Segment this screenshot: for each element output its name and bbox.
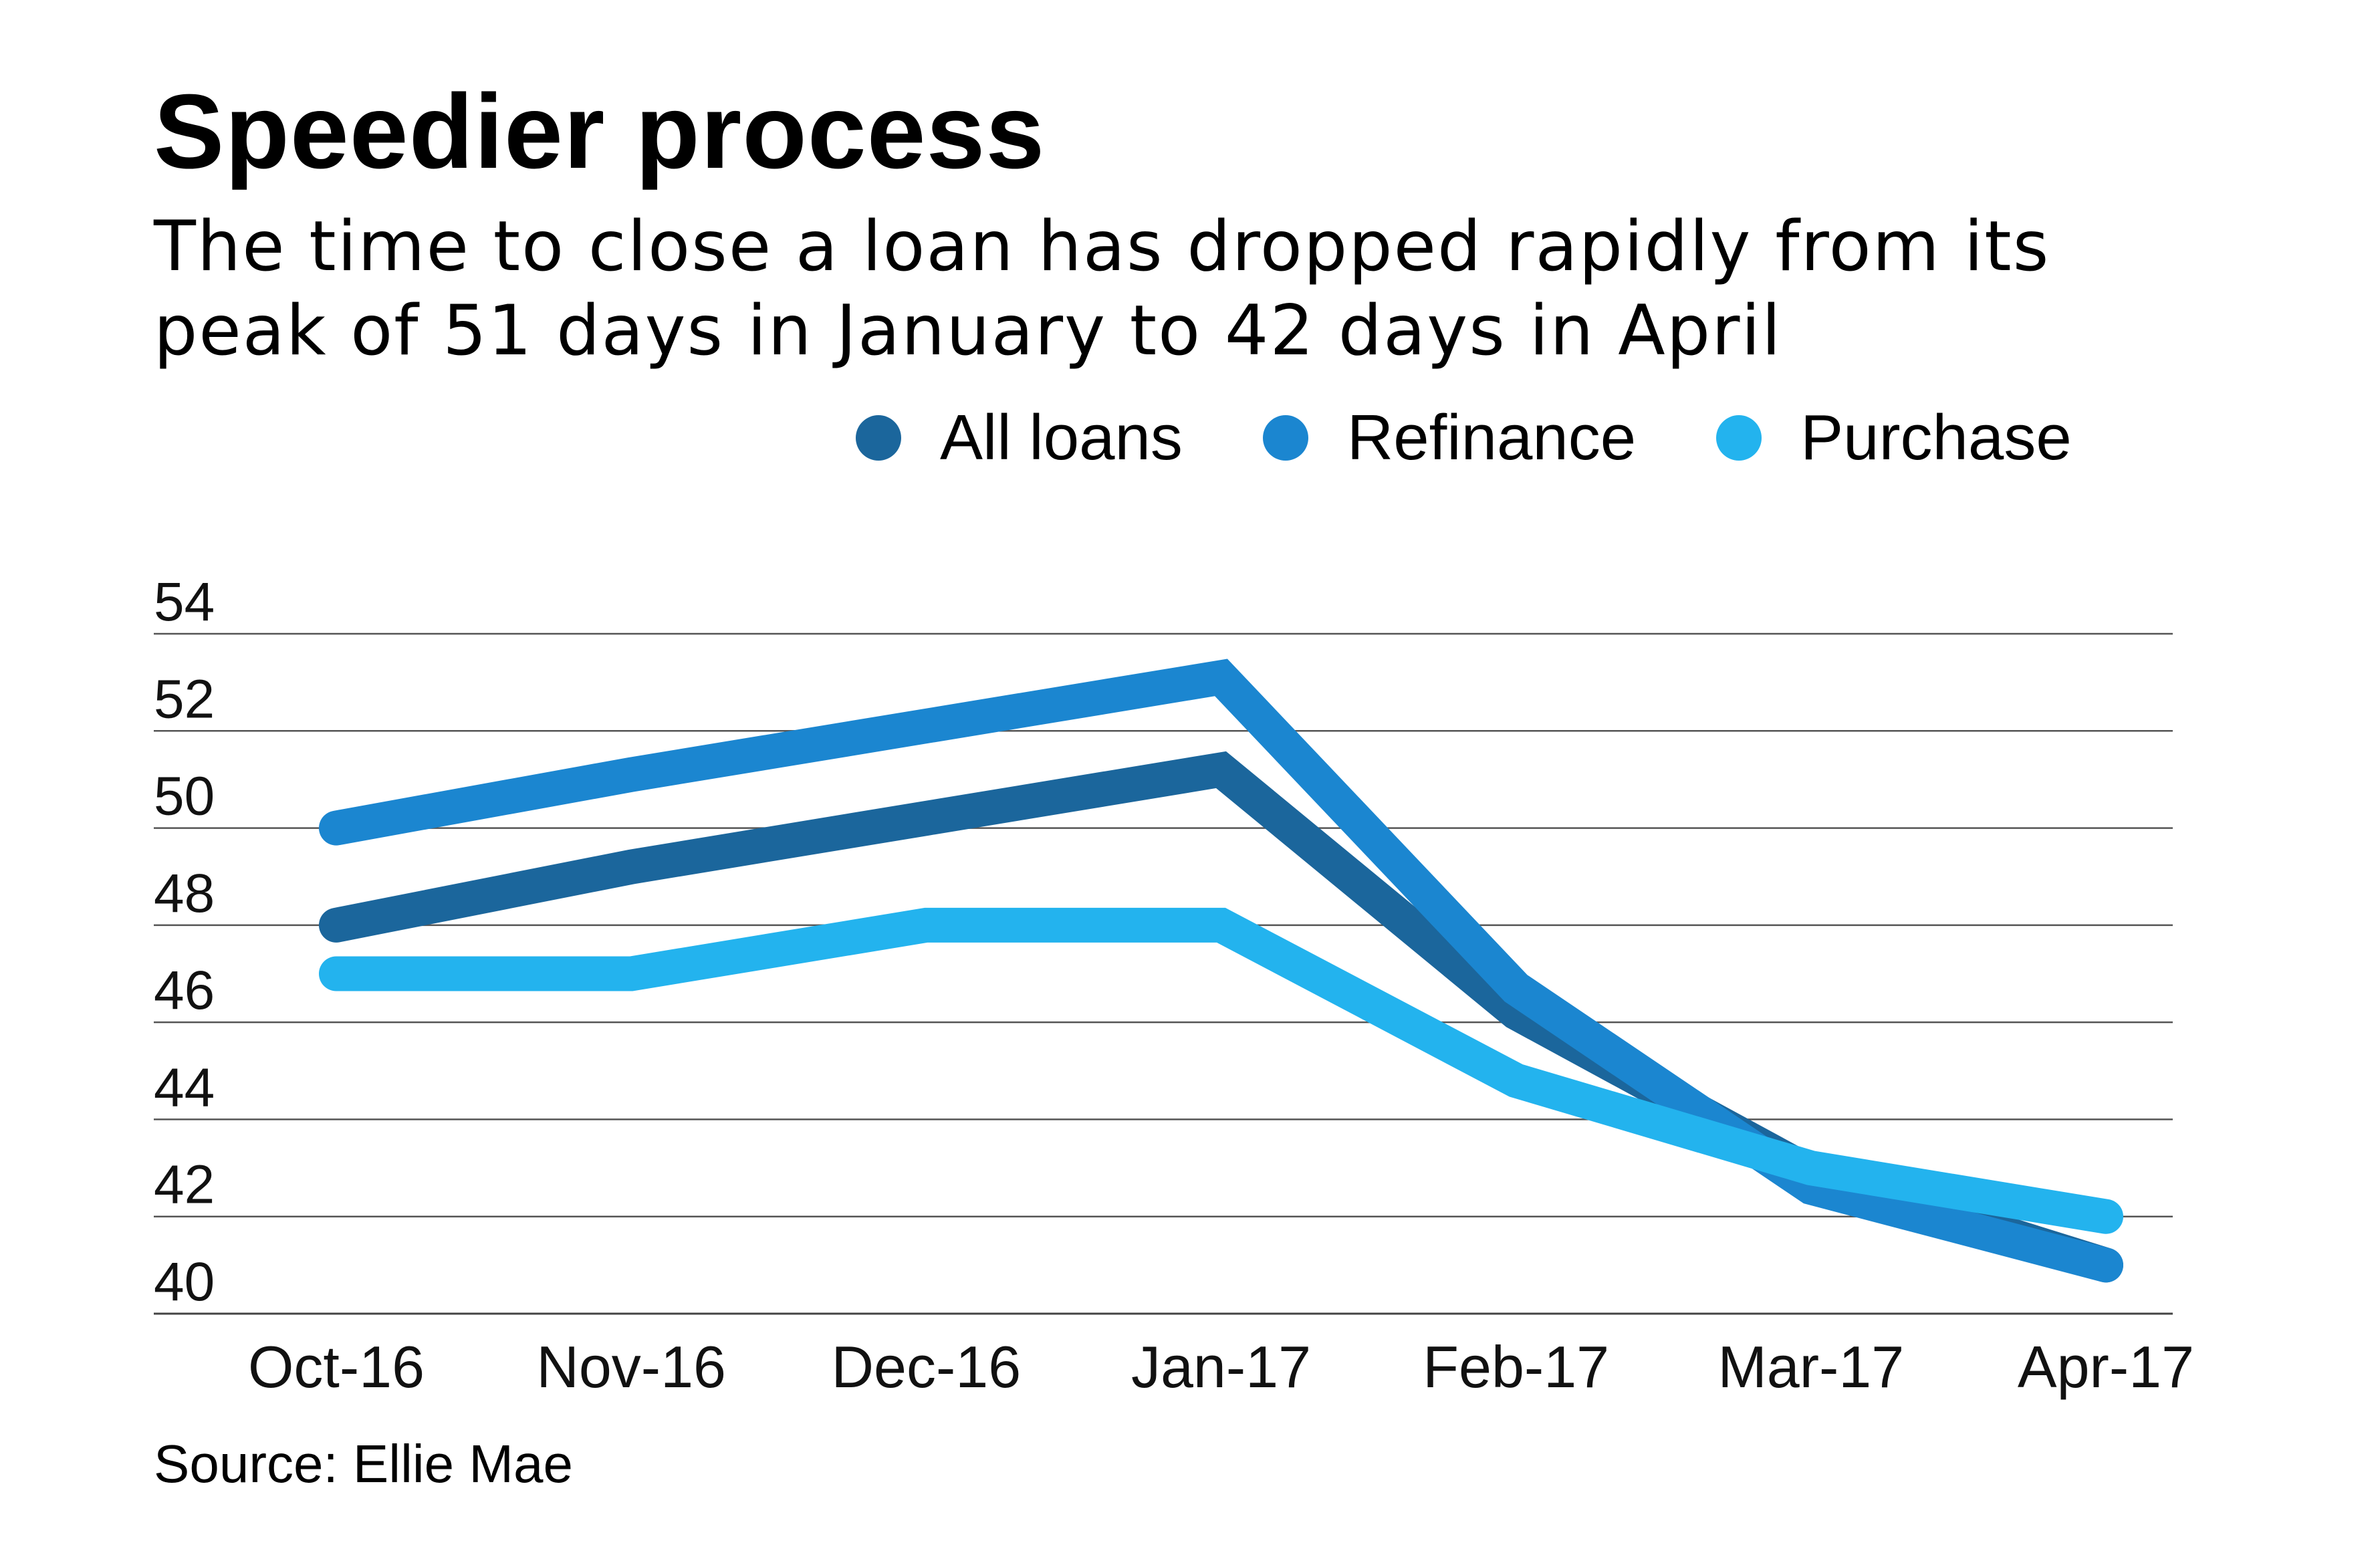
legend-swatch-refinance (1262, 415, 1308, 461)
x-tick-label: Oct-16 (248, 1334, 425, 1400)
x-axis-tick-labels: Oct-16 Nov-16 Dec-16 Jan-17 Feb-17 Mar-17 Apr-… (248, 1334, 2194, 1400)
legend-swatch-purchase (1716, 415, 1762, 461)
legend-label-purchase: Purchase (1800, 402, 2072, 473)
series-line-refinance (319, 659, 2123, 1283)
y-tick-label: 46 (154, 960, 215, 1021)
chart-subtitle: The time to close a loan has dropped rap… (154, 207, 2050, 371)
chart-legend: All loans Refinance Purchase (856, 401, 2072, 475)
y-axis-tick-labels: 54 52 50 48 46 44 42 40 (154, 572, 215, 1312)
y-tick-label: 50 (154, 766, 215, 827)
legend-label-refinance: Refinance (1346, 402, 1637, 473)
x-tick-label: Nov-16 (536, 1334, 726, 1400)
legend-item-purchase: Purchase (1716, 406, 2072, 470)
x-tick-label: Mar-17 (1717, 1334, 1904, 1400)
legend-swatch-all-loans (856, 415, 901, 461)
x-tick-label: Feb-17 (1423, 1334, 1609, 1400)
y-tick-label: 40 (154, 1251, 215, 1312)
x-tick-label: Apr-17 (2018, 1334, 2194, 1400)
legend-item-refinance: Refinance (1262, 402, 1637, 473)
y-tick-label: 42 (154, 1155, 215, 1215)
legend-item-all-loans: All loans (856, 406, 1183, 470)
x-tick-label: Jan-17 (1131, 1334, 1311, 1400)
y-tick-label: 54 (154, 572, 215, 632)
chart-title: Speedier process (154, 73, 1046, 191)
x-tick-label: Dec-16 (831, 1334, 1021, 1400)
legend-label-all-loans: All loans (940, 402, 1183, 473)
y-tick-label: 44 (154, 1057, 215, 1118)
source-note: Source: Ellie Mae (154, 1434, 573, 1494)
series-lines (319, 659, 2123, 1283)
y-tick-label: 52 (154, 669, 215, 729)
y-tick-label: 48 (154, 863, 215, 924)
series-line-purchase (319, 907, 2123, 1234)
